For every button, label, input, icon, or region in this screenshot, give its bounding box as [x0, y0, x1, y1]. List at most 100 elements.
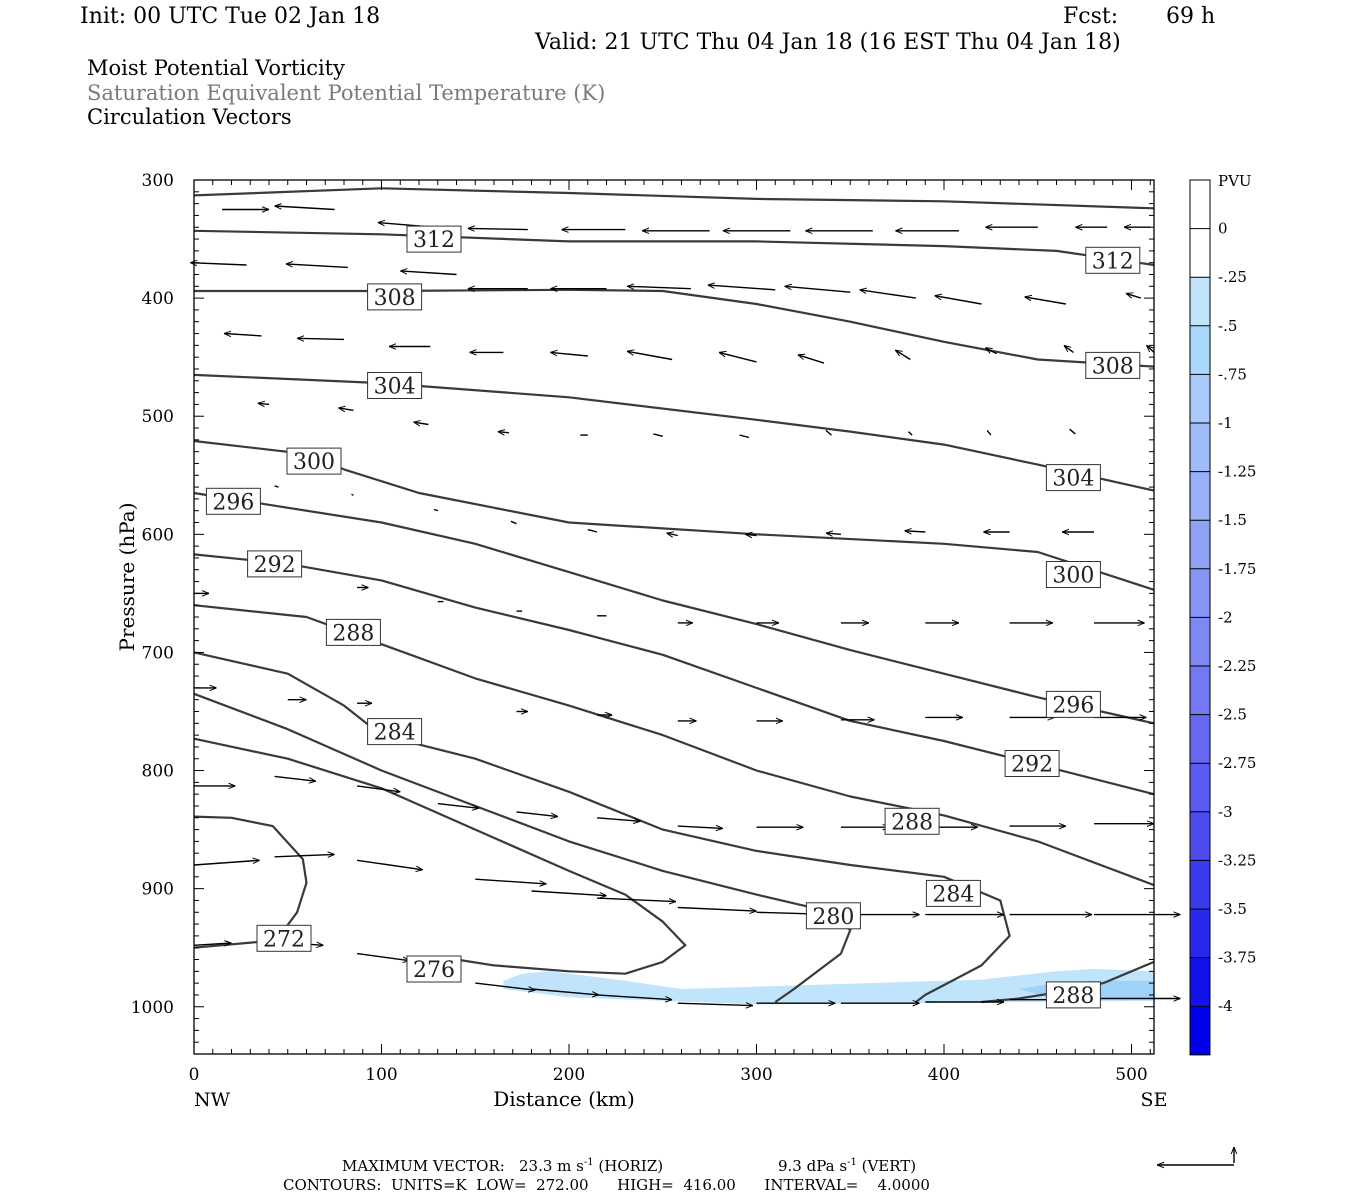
contour-label-box [367, 718, 423, 746]
contour-label-box [1045, 464, 1101, 492]
circulation-vector [708, 285, 776, 291]
circulation-vector [935, 296, 982, 305]
colorbar-swatch [1190, 277, 1210, 327]
contour-label: 288 [332, 621, 374, 646]
circulation-vector [677, 906, 757, 912]
circulation-vector [895, 350, 911, 361]
circulation-vector [907, 431, 913, 436]
circulation-vector [667, 533, 678, 535]
contour-layer [193, 187, 1155, 1004]
y-tick-label: 900 [142, 880, 174, 900]
colorbar-label: -2.25 [1218, 657, 1256, 675]
circulation-vector [468, 228, 528, 229]
colorbar-swatch [1190, 860, 1210, 910]
theta-es-contour-308 [194, 288, 1155, 368]
circulation-vector [785, 286, 851, 293]
contour-label: 280 [812, 905, 854, 930]
colorbar-swatch [1190, 374, 1210, 424]
contour-label: 292 [254, 553, 296, 578]
contour-label-box [1085, 351, 1141, 379]
x-end-label-se: SE [1141, 1089, 1168, 1111]
circulation-vector [587, 528, 598, 533]
circulation-vector [597, 817, 640, 822]
x-tick-label: 200 [553, 1065, 585, 1085]
circulation-vector [258, 403, 270, 404]
colorbar-swatch [1190, 325, 1210, 375]
field-title-mpv: Moist Potential Vorticity [87, 56, 345, 80]
circulation-vector [433, 508, 439, 512]
contour-label: 284 [374, 721, 416, 746]
contour-label-box [805, 902, 861, 930]
circulation-vector [745, 534, 757, 535]
contour-label-box [367, 372, 423, 399]
circulation-vector [274, 775, 316, 781]
contour-label: 308 [1092, 354, 1134, 379]
theta-es-contour-292 [193, 553, 1155, 796]
contour-label-box [325, 618, 381, 646]
circulation-vector [475, 878, 546, 884]
colorbar-swatch [1190, 471, 1210, 521]
forecast-label: Fcst: [1063, 4, 1119, 29]
y-axis-title: Pressure (hPa) [115, 503, 139, 652]
contour-label: 296 [1052, 693, 1094, 718]
colorbar-label: -3.5 [1218, 900, 1247, 918]
circulation-vector [653, 433, 663, 437]
contour-label: 288 [891, 810, 933, 835]
pv-shade-area [503, 969, 1154, 1005]
contour-label-box [367, 283, 423, 311]
circulation-vector [357, 952, 410, 961]
x-end-label-nw: NW [194, 1089, 231, 1111]
circulation-vector [338, 408, 354, 410]
contour-label-box [1004, 750, 1060, 777]
contour-label-box [286, 447, 342, 475]
colorbar-swatch [1190, 666, 1210, 716]
circulation-vector [677, 826, 723, 828]
colorbar-swatch [1190, 423, 1210, 473]
colorbar-label: -2.5 [1218, 706, 1247, 724]
colorbar-label: -4 [1218, 997, 1233, 1015]
circulation-vector [193, 943, 232, 945]
circulation-vector [550, 352, 588, 357]
circulation-vector [860, 290, 917, 299]
circulation-vector [224, 334, 262, 336]
contour-label-box [247, 550, 303, 578]
max-vector-horiz: 23.3 m s-1 (HORIZ) [519, 1157, 664, 1175]
x-tick-label: 500 [1115, 1065, 1147, 1085]
circulation-vector [798, 355, 825, 364]
contour-label: 288 [1052, 984, 1094, 1009]
contour-label-box [1045, 981, 1101, 1009]
circulation-vector [719, 352, 757, 363]
colorbar-title: PVU [1218, 172, 1252, 190]
colorbar-label: -1.75 [1218, 560, 1256, 578]
circulation-vector [274, 854, 335, 856]
init-time: Init: 00 UTC Tue 02 Jan 18 [80, 4, 381, 29]
y-tick-label: 1000 [131, 998, 174, 1018]
circulation-vector [597, 897, 676, 902]
theta-es-contour-288 [193, 604, 1155, 887]
circulation-vector [985, 347, 997, 355]
circulation-vector [627, 351, 673, 361]
colorbar-swatch [1190, 1006, 1210, 1056]
colorbar-swatch [1190, 811, 1210, 861]
theta-es-contour-276 [193, 737, 687, 975]
colorbar-swatch [1190, 763, 1210, 813]
contour-label-box [406, 955, 462, 983]
circulation-vector [739, 434, 750, 439]
colorbar-label: -3 [1218, 803, 1233, 821]
y-tick-label: 400 [142, 289, 174, 309]
max-vector-vert: 9.3 dPa s-1 (VERT) [778, 1157, 917, 1175]
x-tick-label: 400 [928, 1065, 960, 1085]
colorbar-swatch [1190, 957, 1210, 1007]
colorbar-swatch [1190, 520, 1210, 570]
x-tick-label: 300 [740, 1065, 772, 1085]
circulation-vector [437, 802, 479, 809]
contour-label: 296 [212, 490, 254, 515]
theta-es-contour-296 [193, 491, 1155, 725]
theta-es-contour-312 [193, 229, 1155, 267]
contour-label: 284 [932, 882, 974, 907]
valid-time: Valid: 21 UTC Thu 04 Jan 18 (16 EST Thu … [535, 30, 1121, 55]
theta-es-contour-312 [193, 187, 1155, 210]
contour-label: 312 [413, 228, 455, 253]
colorbar: PVU 0 -.25 -.5 -.75 -1 -1.25 -1.5 -1.75 -2 -2.25 -2… [1189, 172, 1256, 1056]
colorbar-swatch [1190, 568, 1210, 618]
